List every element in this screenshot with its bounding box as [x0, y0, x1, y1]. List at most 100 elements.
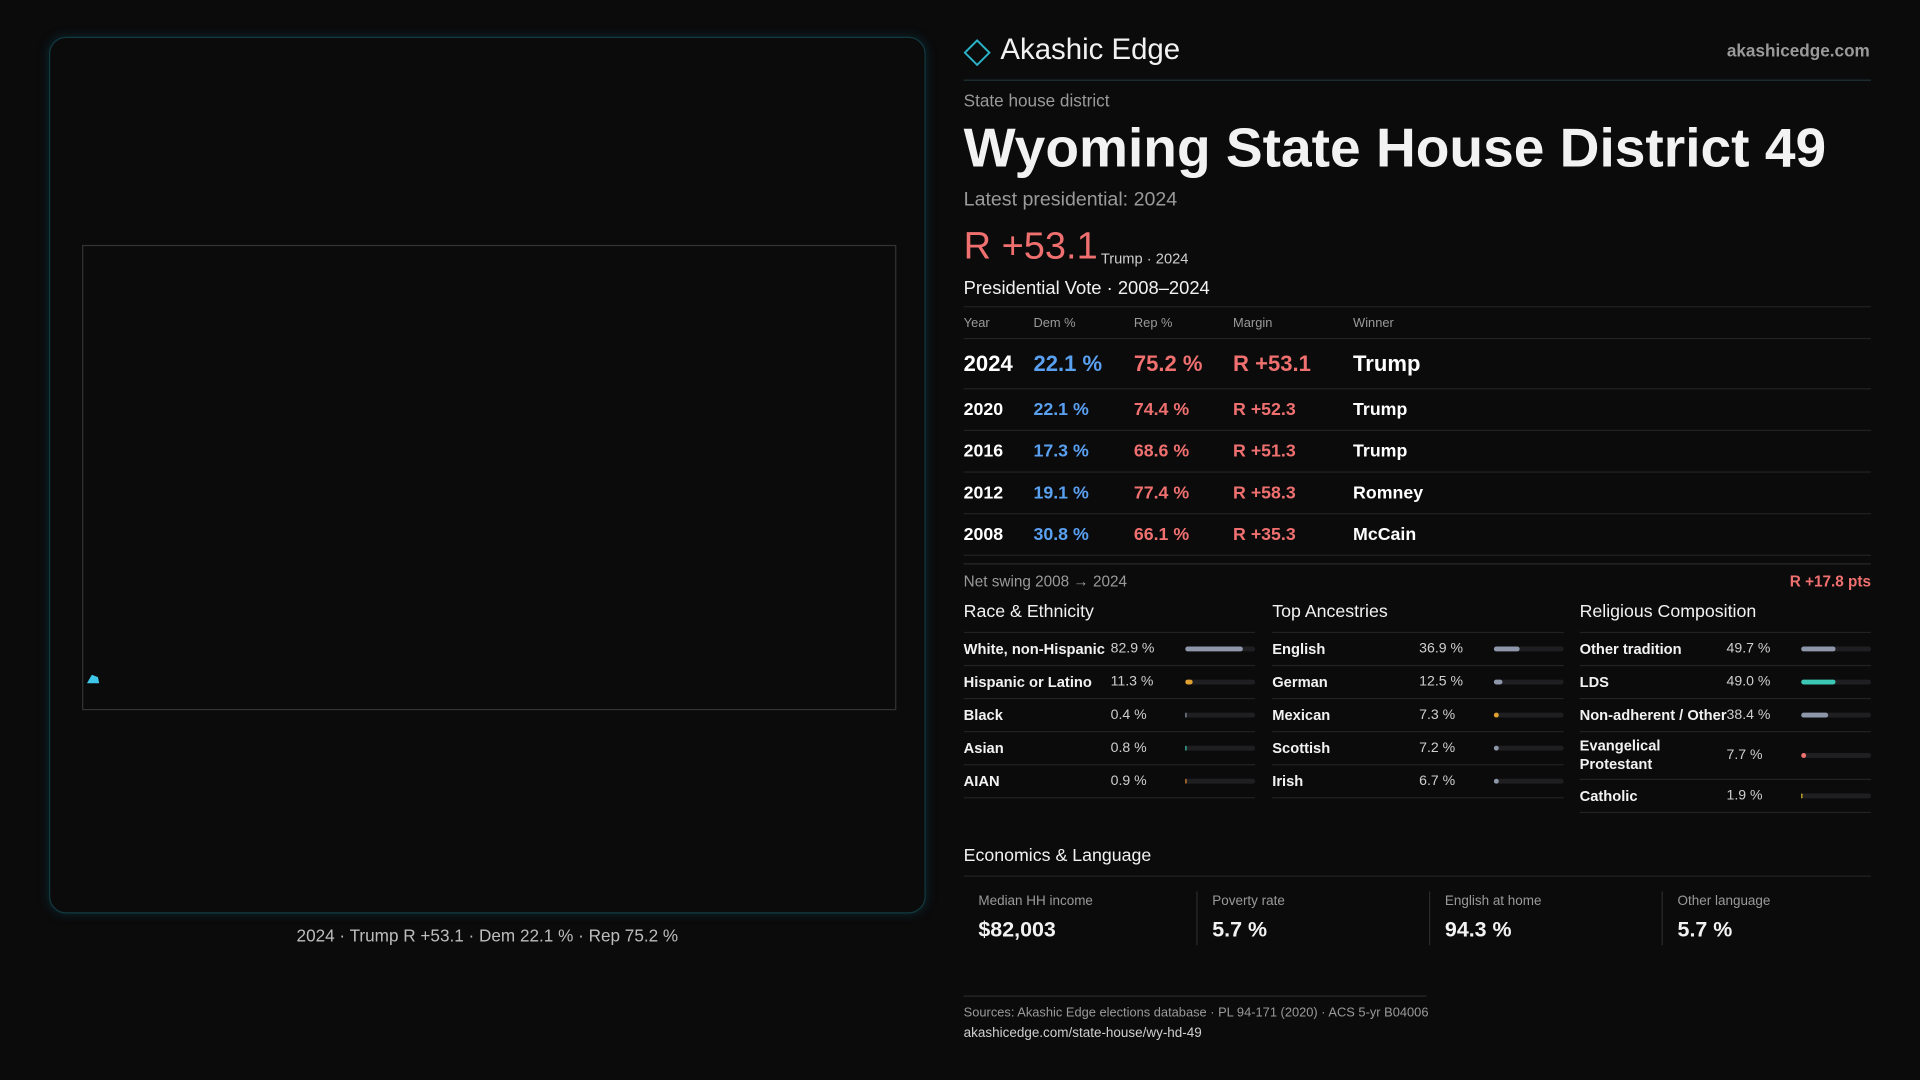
- table-cell: 17.3 %: [1033, 441, 1089, 462]
- demographic-row: Black 0.4 %: [963, 699, 1256, 733]
- demographic-row: Catholic 1.9 %: [1579, 780, 1872, 814]
- bar: [1493, 679, 1503, 685]
- bar-track: [1801, 712, 1872, 718]
- table-cell: 2024: [963, 350, 1013, 376]
- bar: [1185, 646, 1244, 652]
- card-value: 5.7 %: [1677, 917, 1733, 942]
- column-header: Rep %: [1133, 315, 1173, 330]
- table-cell: 30.8 %: [1033, 524, 1089, 545]
- bar-track: [1801, 679, 1872, 685]
- table-cell: 22.1 %: [1033, 350, 1103, 376]
- row-name: Catholic: [1579, 786, 1638, 804]
- row-name: Evangelical Protestant: [1579, 737, 1661, 773]
- row-value: 7.7 %: [1726, 748, 1763, 763]
- table-cell: Trump: [1353, 350, 1421, 376]
- table-cell: R +53.1: [1233, 350, 1311, 376]
- row-name: Black: [963, 705, 1003, 724]
- margin-note: Trump · 2024: [1100, 249, 1189, 267]
- table-cell: 2020: [963, 399, 1004, 420]
- table-cell: 66.1 %: [1133, 524, 1190, 545]
- bar: [1493, 646, 1520, 652]
- map-panel: [48, 36, 926, 914]
- district-title: Wyoming State House District 49: [963, 116, 1827, 179]
- bar: [1801, 793, 1803, 799]
- map-frame: [82, 244, 897, 711]
- demographic-row: LDS 49.0 %: [1579, 666, 1872, 700]
- demographic-row: English 36.9 %: [1272, 633, 1564, 667]
- row-value: 0.4 %: [1110, 707, 1147, 723]
- row-name: German: [1272, 672, 1328, 690]
- map-caption: 2024 · Trump R +53.1 · Dem 22.1 % · Rep …: [296, 925, 679, 946]
- demographic-row: White, non-Hispanic 82.9 %: [963, 633, 1256, 667]
- group-title: Race & Ethnicity: [963, 602, 1094, 623]
- table-row: 2020 22.1 % 74.4 % R +52.3 Trump: [963, 389, 1872, 432]
- card-label: English at home: [1444, 893, 1542, 909]
- logo: [963, 39, 991, 67]
- swing-value: R +17.8 pts: [1789, 573, 1872, 591]
- bar: [1493, 712, 1499, 718]
- table-row: 2024 22.1 % 75.2 % R +53.1 Trump: [963, 339, 1872, 390]
- card-value: $82,003: [978, 917, 1056, 942]
- table-cell: Trump: [1353, 399, 1408, 420]
- bar: [1185, 745, 1186, 751]
- bar: [1185, 778, 1186, 784]
- demographic-group: Religious Composition Other tradition 49.7…: [1579, 602, 1872, 814]
- bar-track: [1493, 679, 1564, 685]
- latest-label: Latest presidential: 2024: [963, 189, 1178, 211]
- row-value: 1.9 %: [1726, 788, 1763, 804]
- card-value: 5.7 %: [1212, 917, 1268, 942]
- divider: [963, 79, 1872, 81]
- card-value: 94.3 %: [1444, 917, 1512, 942]
- demographic-row: Hispanic or Latino 11.3 %: [963, 666, 1256, 700]
- table-row: 2016 17.3 % 68.6 % R +51.3 Trump: [963, 431, 1872, 473]
- row-name: Scottish: [1272, 738, 1331, 757]
- bar: [1493, 745, 1499, 751]
- row-name: Irish: [1272, 772, 1304, 790]
- bar-track: [1493, 646, 1564, 652]
- table-cell: 2012: [963, 483, 1004, 503]
- bar-track: [1185, 679, 1256, 685]
- demographic-group: Top Ancestries English 36.9 % German 12.5 % M…: [1272, 602, 1564, 799]
- page-url[interactable]: akashicedge.com/state-house/wy-hd-49: [963, 1026, 1202, 1041]
- row-value: 82.9 %: [1110, 641, 1155, 657]
- row-name: English: [1272, 639, 1326, 657]
- demographic-row: Irish 6.7 %: [1272, 765, 1564, 799]
- row-name: Other tradition: [1579, 639, 1682, 657]
- bar-track: [1185, 712, 1256, 718]
- demographic-row: Mexican 7.3 %: [1272, 699, 1564, 733]
- group-list: Other tradition 49.7 % LDS 49.0 % Non-adhere…: [1579, 631, 1872, 814]
- bar: [1801, 646, 1836, 652]
- table-cell: 75.2 %: [1133, 350, 1203, 376]
- row-value: 7.2 %: [1419, 740, 1456, 756]
- demographic-group: Race & Ethnicity White, non-Hispanic 82.9 …: [963, 602, 1256, 799]
- row-value: 0.8 %: [1110, 740, 1147, 756]
- table-cell: 19.1 %: [1033, 483, 1089, 503]
- row-value: 49.7 %: [1726, 641, 1771, 657]
- demographic-row: Scottish 7.2 %: [1272, 732, 1564, 766]
- site-link[interactable]: akashicedge.com: [1726, 40, 1870, 60]
- table-cell: R +58.3: [1233, 483, 1296, 503]
- row-value: 11.3 %: [1110, 674, 1154, 690]
- bar-track: [1801, 753, 1872, 758]
- bar: [1801, 753, 1807, 758]
- bar-track: [1493, 712, 1564, 718]
- bar-track: [1801, 646, 1872, 652]
- row-value: 0.9 %: [1110, 773, 1147, 789]
- bar-track: [1801, 793, 1872, 799]
- table-cell: McCain: [1353, 524, 1417, 545]
- group-title: Religious Composition: [1579, 602, 1757, 623]
- bar: [1493, 778, 1499, 784]
- group-list: White, non-Hispanic 82.9 % Hispanic or Lat…: [963, 631, 1256, 799]
- table-cell: 74.4 %: [1133, 399, 1190, 420]
- table-cell: R +52.3: [1233, 399, 1296, 420]
- table-header: Year Dem % Rep % Margin Winner: [963, 307, 1872, 340]
- economics-card: English at home 94.3 %: [1428, 891, 1643, 946]
- card-label: Other language: [1677, 893, 1771, 909]
- table-cell: R +51.3: [1233, 441, 1296, 462]
- row-value: 7.3 %: [1419, 707, 1456, 723]
- economics-card: Other language 5.7 %: [1661, 891, 1876, 946]
- row-name: Mexican: [1272, 705, 1331, 724]
- divider: [963, 875, 1872, 877]
- group-list: English 36.9 % German 12.5 % Mexican 7.3 % Sco…: [1272, 631, 1564, 799]
